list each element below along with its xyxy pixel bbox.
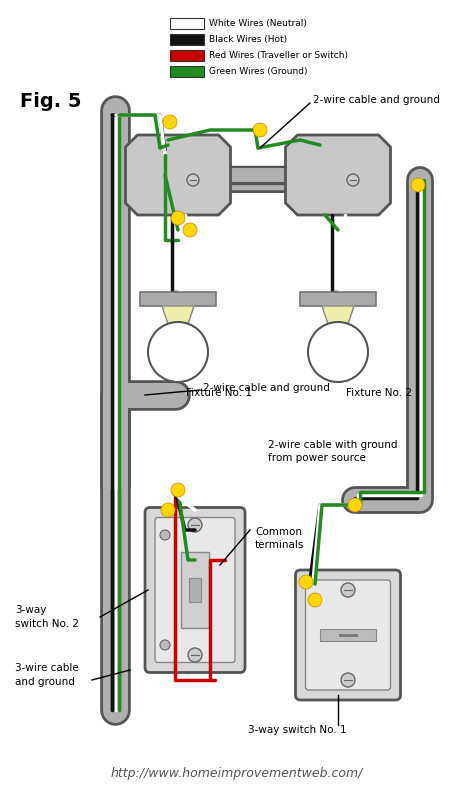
Circle shape: [308, 593, 322, 607]
Text: 2-wire cable with ground
from power source: 2-wire cable with ground from power sour…: [268, 440, 398, 463]
Polygon shape: [285, 135, 391, 215]
Circle shape: [160, 640, 170, 650]
Text: Fixture No. 2: Fixture No. 2: [346, 388, 412, 398]
Text: White Wires (Neutral): White Wires (Neutral): [209, 19, 307, 28]
Text: Fig. 5: Fig. 5: [20, 92, 82, 111]
Circle shape: [148, 322, 208, 382]
Circle shape: [160, 530, 170, 540]
Text: Black Wires (Hot): Black Wires (Hot): [209, 35, 287, 44]
Circle shape: [161, 503, 175, 517]
Circle shape: [341, 673, 355, 687]
Bar: [170, 50, 204, 61]
Polygon shape: [322, 306, 354, 324]
Text: Red Wires (Traveller or Switch): Red Wires (Traveller or Switch): [209, 51, 348, 60]
Circle shape: [163, 115, 177, 129]
Circle shape: [188, 518, 202, 532]
Text: Green Wires (Ground): Green Wires (Ground): [209, 67, 308, 76]
Circle shape: [187, 174, 199, 186]
Bar: [170, 34, 204, 45]
Circle shape: [188, 648, 202, 662]
FancyBboxPatch shape: [145, 507, 245, 672]
FancyBboxPatch shape: [155, 518, 235, 663]
Text: Fixture No. 1: Fixture No. 1: [186, 388, 252, 398]
FancyBboxPatch shape: [295, 570, 401, 700]
Circle shape: [183, 223, 197, 237]
Polygon shape: [162, 306, 194, 324]
Circle shape: [171, 483, 185, 497]
FancyBboxPatch shape: [306, 580, 391, 690]
Text: http://www.homeimprovementweb.com/: http://www.homeimprovementweb.com/: [111, 767, 363, 779]
Circle shape: [171, 211, 185, 225]
Polygon shape: [126, 135, 230, 215]
Bar: [170, 18, 204, 29]
Bar: [140, 292, 216, 306]
Bar: [170, 66, 204, 77]
Circle shape: [341, 583, 355, 597]
Circle shape: [411, 178, 425, 192]
Text: 2-wire cable and ground: 2-wire cable and ground: [313, 95, 440, 105]
Circle shape: [347, 174, 359, 186]
Text: 3-way switch No. 1: 3-way switch No. 1: [248, 725, 346, 735]
Text: 3-wire cable
and ground: 3-wire cable and ground: [15, 663, 79, 686]
Bar: [181, 552, 209, 628]
Text: 3-way
switch No. 2: 3-way switch No. 2: [15, 605, 79, 629]
Circle shape: [308, 322, 368, 382]
Text: 2-wire cable and ground: 2-wire cable and ground: [203, 383, 330, 393]
Circle shape: [348, 498, 362, 512]
Bar: [189, 578, 201, 602]
Circle shape: [253, 123, 267, 137]
Bar: [320, 629, 376, 641]
Bar: [300, 292, 376, 306]
Circle shape: [299, 575, 313, 589]
Text: Common
terminals: Common terminals: [255, 527, 304, 550]
